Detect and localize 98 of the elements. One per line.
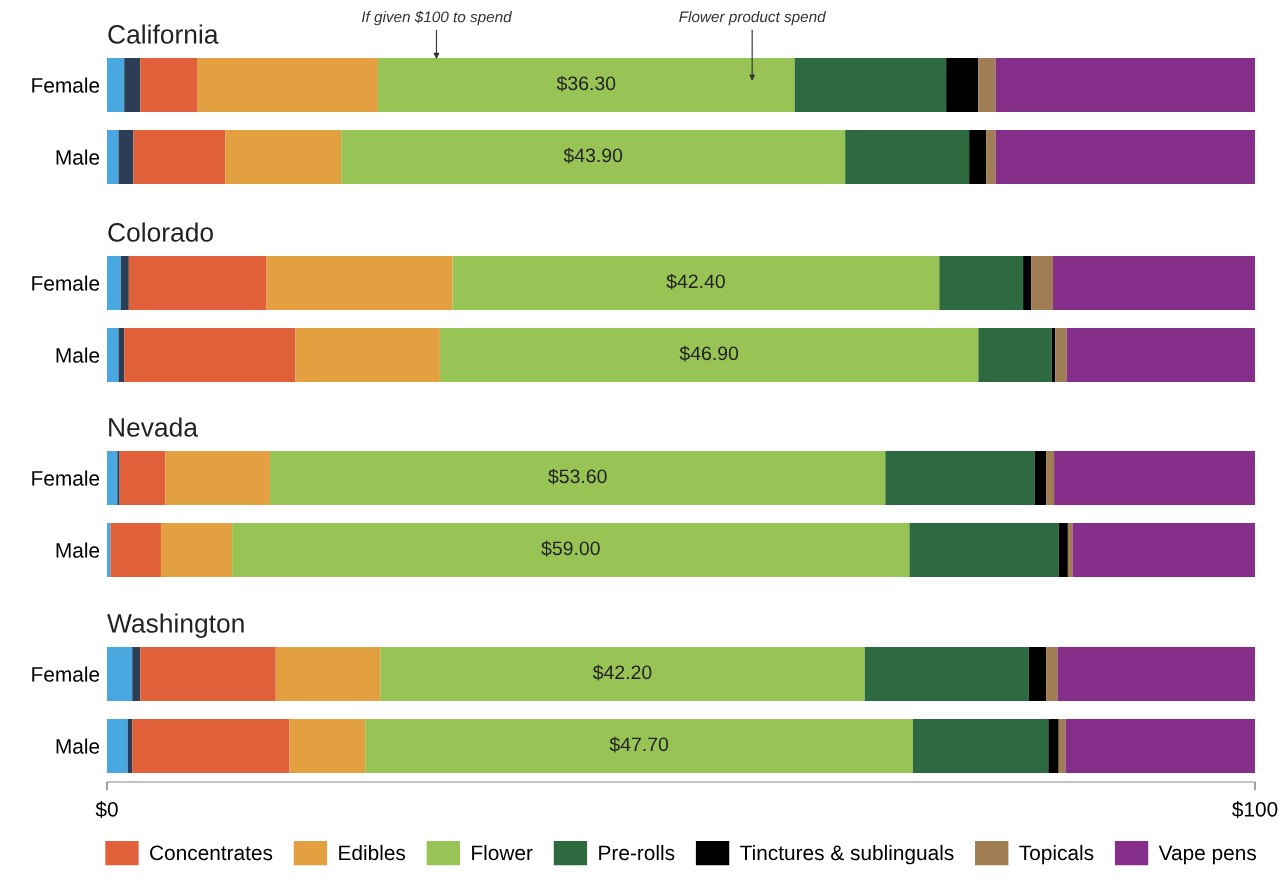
bar <box>275 647 381 701</box>
data-label: $47.70 <box>609 736 669 753</box>
bar <box>341 130 846 184</box>
bar <box>377 58 795 112</box>
bar <box>107 130 119 184</box>
data-label: $53.60 <box>548 468 607 485</box>
bar <box>986 130 996 184</box>
bar <box>118 328 125 382</box>
bar <box>1058 719 1066 773</box>
bar <box>132 719 290 773</box>
bar <box>289 719 366 773</box>
bar <box>119 451 166 505</box>
data-label: $42.40 <box>666 273 725 290</box>
bar <box>295 328 440 382</box>
y-tick-label: Male <box>56 347 100 363</box>
bar <box>1065 719 1255 773</box>
y-tick-label: Female <box>32 275 100 291</box>
data-label: $42.20 <box>592 664 652 681</box>
legend-label: Topicals <box>1019 844 1094 865</box>
legend-label: Concentrates <box>150 845 273 861</box>
bar <box>270 451 886 505</box>
y-tick-label: Male <box>56 542 100 558</box>
data-label: $59.00 <box>541 540 600 557</box>
bar <box>1048 719 1059 773</box>
bar <box>909 523 1059 577</box>
bar <box>1046 647 1058 701</box>
bar <box>864 647 1029 701</box>
y-tick-label: Female <box>32 666 100 682</box>
bar <box>140 647 276 701</box>
y-tick-label: Male <box>56 738 100 754</box>
bar <box>1031 256 1053 310</box>
bar <box>165 451 271 505</box>
bar <box>140 58 198 112</box>
bar <box>124 58 141 112</box>
text: Flower product spend <box>679 10 827 26</box>
bar <box>132 647 141 701</box>
data-label: $36.30 <box>556 75 616 92</box>
bar <box>107 256 121 310</box>
chart-title: Washington <box>107 613 244 638</box>
bar <box>128 256 267 310</box>
bar <box>1028 647 1047 701</box>
bar <box>1072 523 1255 577</box>
bar <box>1055 328 1067 382</box>
x-tick-label: $100 <box>1232 801 1278 818</box>
bar <box>160 523 233 577</box>
bar <box>197 58 378 112</box>
x-tick-label: $0 <box>95 801 118 818</box>
bar <box>107 647 133 701</box>
bar <box>118 130 134 184</box>
legend-label: Pre-rolls <box>599 844 675 861</box>
legend-label: Tinctures & sublinguals <box>740 844 954 865</box>
bar <box>1066 328 1255 382</box>
bar <box>133 130 226 184</box>
bar <box>120 256 129 310</box>
bar <box>107 58 125 112</box>
bar <box>1057 647 1255 701</box>
bar <box>1054 451 1255 505</box>
bar <box>107 719 128 773</box>
bar <box>117 451 120 505</box>
legend-label: Edibles <box>339 844 406 861</box>
legend-label: Flower <box>472 844 533 861</box>
bar <box>1046 451 1055 505</box>
bar <box>110 523 161 577</box>
bar <box>946 58 979 112</box>
bar <box>439 328 979 382</box>
bar <box>107 451 118 505</box>
bar <box>794 58 947 112</box>
bar <box>939 256 1024 310</box>
bar <box>1052 256 1255 310</box>
bar <box>845 130 970 184</box>
chart-title: Colorado <box>108 222 213 242</box>
bar <box>978 58 996 112</box>
bar <box>124 328 296 382</box>
chart-title: Nevada <box>109 417 198 437</box>
text: If given $100 to spend <box>361 10 513 26</box>
bar <box>969 130 987 184</box>
bar <box>885 451 1035 505</box>
bar <box>1034 451 1047 505</box>
bar <box>912 719 1049 773</box>
bar <box>1023 256 1032 310</box>
data-label: $43.90 <box>563 147 623 164</box>
bar <box>225 130 342 184</box>
bar <box>107 328 119 382</box>
bar <box>266 256 453 310</box>
bar <box>995 58 1255 112</box>
y-tick-label: Male <box>56 149 100 165</box>
y-tick-label: Female <box>32 77 100 93</box>
bar <box>995 130 1255 184</box>
bar <box>452 256 940 310</box>
bar <box>1058 523 1068 577</box>
y-tick-label: Female <box>32 470 100 486</box>
bar <box>232 523 910 577</box>
bar <box>365 719 913 773</box>
data-label: $46.90 <box>679 345 739 362</box>
chart-title: California <box>108 24 219 44</box>
legend-label: Vape pens <box>1158 845 1256 865</box>
bar <box>380 647 865 701</box>
bar <box>978 328 1052 382</box>
